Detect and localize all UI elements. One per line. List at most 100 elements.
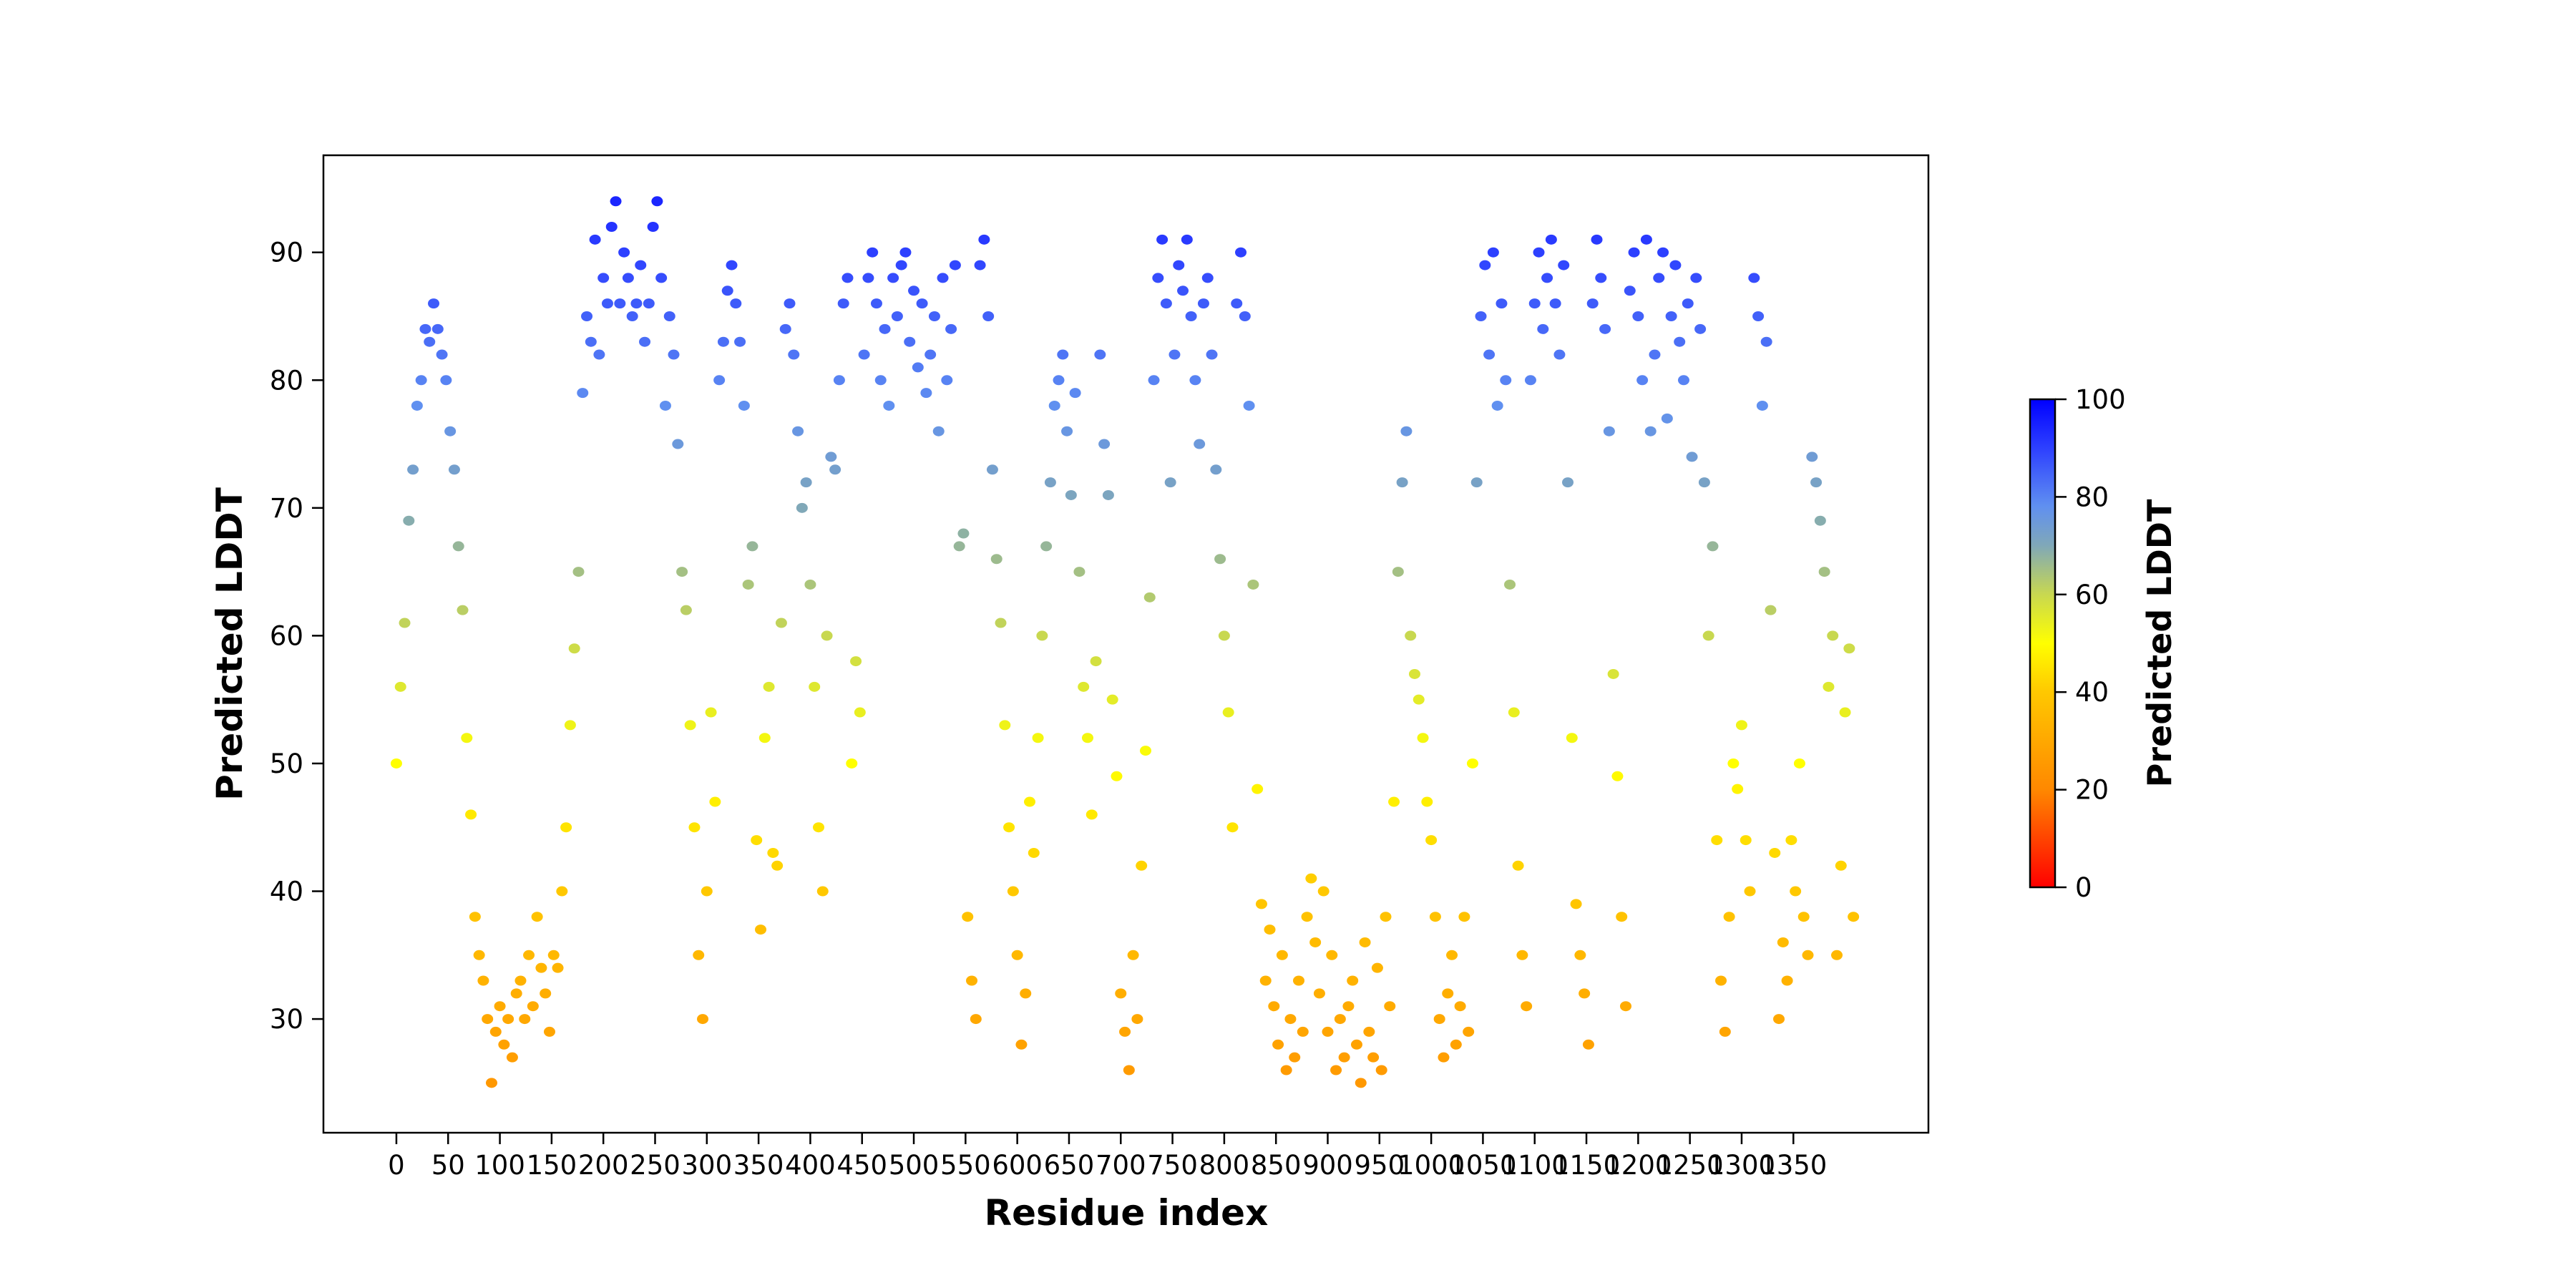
data-point (444, 426, 457, 436)
data-point (1231, 298, 1243, 309)
data-point (1649, 349, 1661, 360)
data-point (1326, 950, 1338, 960)
data-point (1160, 298, 1172, 309)
data-point (1011, 950, 1023, 960)
data-point (597, 273, 610, 283)
plot-frame (322, 154, 1930, 1134)
x-tick-label: 600 (992, 1150, 1043, 1181)
data-point (1458, 912, 1470, 922)
data-point (1446, 950, 1458, 960)
data-point (457, 605, 469, 615)
x-tick-label: 550 (940, 1150, 991, 1181)
data-point (775, 618, 787, 628)
data-point (1537, 323, 1549, 334)
data-point (1491, 400, 1503, 411)
data-point (1342, 1001, 1355, 1012)
data-point (622, 273, 634, 283)
data-point (970, 1014, 982, 1025)
data-point (1177, 286, 1189, 296)
data-point (535, 962, 547, 973)
data-point (1115, 988, 1127, 999)
data-point (1305, 873, 1317, 884)
data-point (916, 298, 928, 309)
x-tick-label: 1250 (1657, 1150, 1724, 1181)
data-point (473, 950, 485, 960)
data-point (1293, 975, 1305, 986)
data-point (949, 260, 961, 270)
data-point (1384, 1001, 1396, 1012)
data-point (746, 541, 758, 552)
data-point (1243, 400, 1255, 411)
data-point (436, 349, 448, 360)
data-point (1690, 273, 1702, 283)
data-point (1632, 311, 1644, 321)
data-point (1094, 349, 1106, 360)
colorbar-tick-label: 0 (2075, 872, 2092, 903)
colorbar-tick-label: 20 (2075, 775, 2109, 806)
y-tick-label: 90 (270, 238, 303, 268)
data-point (452, 541, 464, 552)
data-point (1797, 912, 1810, 922)
data-point (1810, 477, 1823, 488)
data-point (1558, 260, 1570, 270)
x-tick-label: 1100 (1501, 1150, 1568, 1181)
data-point (854, 707, 866, 718)
data-point (982, 311, 995, 321)
data-point (1814, 515, 1826, 526)
data-point (1479, 260, 1491, 270)
colorbar-tick-label: 60 (2075, 580, 2109, 610)
data-point (494, 1001, 506, 1012)
data-point (1653, 273, 1665, 283)
scatter-points (390, 196, 1860, 1088)
data-point (668, 349, 680, 360)
data-point (990, 554, 1002, 565)
data-point (1015, 1039, 1028, 1050)
x-tick-label: 650 (1044, 1150, 1095, 1181)
data-point (1284, 1014, 1297, 1025)
data-point (1301, 912, 1313, 922)
data-point (531, 912, 543, 922)
data-point (862, 273, 874, 283)
x-tick-label: 900 (1302, 1150, 1353, 1181)
data-point (1111, 771, 1123, 781)
data-point (1698, 477, 1710, 488)
data-point (932, 426, 945, 436)
data-point (850, 656, 862, 667)
data-point (1677, 375, 1689, 386)
data-point (1218, 630, 1230, 641)
data-point (1487, 247, 1499, 258)
data-point (1280, 1065, 1292, 1075)
data-point (867, 247, 879, 258)
data-point (424, 336, 436, 347)
data-point (1574, 950, 1586, 960)
data-point (1405, 630, 1417, 641)
data-point (523, 950, 535, 960)
data-point (1545, 234, 1557, 245)
data-point (713, 375, 726, 386)
data-point (1839, 707, 1851, 718)
data-point (1127, 950, 1139, 960)
data-point (399, 618, 411, 628)
y-tick-label: 30 (270, 1004, 303, 1035)
data-point (1802, 950, 1814, 960)
data-point (394, 681, 406, 692)
data-point (1222, 707, 1234, 718)
data-point (771, 860, 784, 871)
data-point (1466, 758, 1478, 769)
data-point (1508, 707, 1520, 718)
x-tick-label: 1350 (1760, 1150, 1827, 1181)
y-axis: 30 40 50 60 70 80 90 (270, 238, 323, 1035)
data-point (1313, 988, 1325, 999)
data-point (1570, 899, 1582, 909)
data-point (1003, 822, 1015, 833)
data-point (792, 426, 804, 436)
data-point (1148, 375, 1160, 386)
data-point (610, 196, 622, 207)
data-point (540, 988, 552, 999)
data-point (1330, 1065, 1342, 1075)
data-point (1322, 1026, 1334, 1037)
data-point (941, 375, 953, 386)
data-point (1396, 477, 1408, 488)
data-point (1454, 1001, 1466, 1012)
